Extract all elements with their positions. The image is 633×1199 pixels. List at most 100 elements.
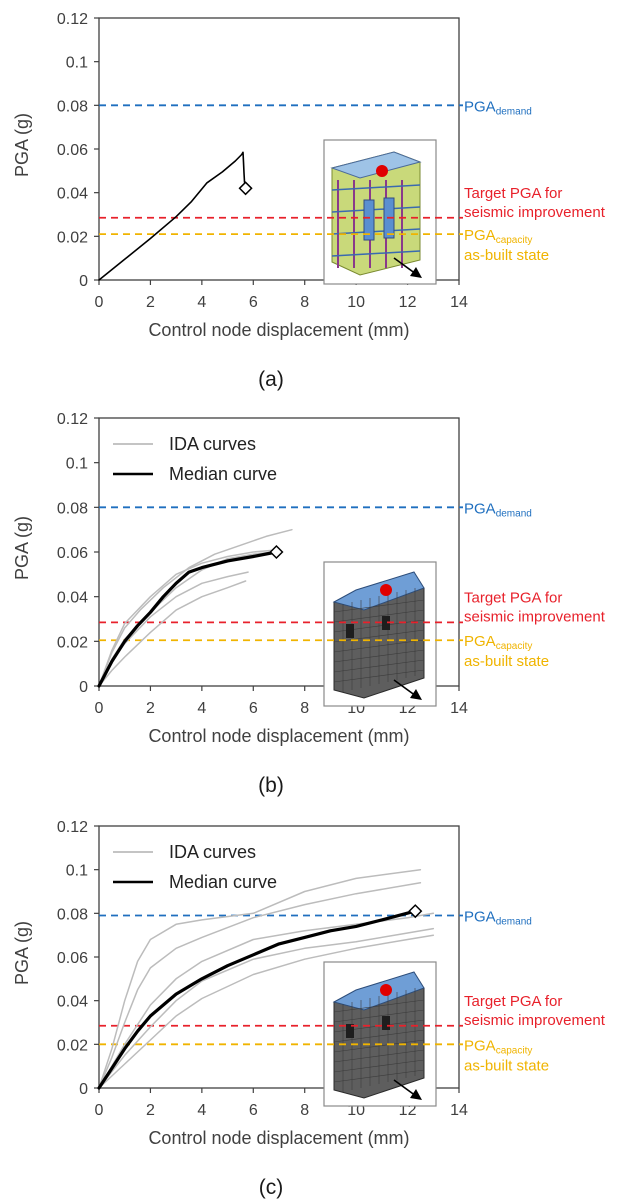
- ida-curve-4: [98, 934, 435, 1089]
- capacity-label-base: PGA: [464, 227, 496, 244]
- ida-curve-1: [98, 882, 422, 1089]
- y-tick-label: 0.02: [57, 1037, 88, 1054]
- chart-panel-3: 00.020.040.060.080.10.120 2 4 6 8 10 12 14Contr…: [12, 819, 606, 1199]
- y-tick-label: 0: [79, 679, 88, 696]
- capacity-label-sub: capacity: [496, 235, 533, 246]
- x-tick-label: 2: [146, 1102, 155, 1119]
- mesh-line: [333, 1069, 425, 1083]
- window: [382, 616, 390, 630]
- window: [346, 624, 354, 638]
- chart-panel-1: 0 0.02 0.04 0.06 0.08 0.1 0.12 0 2 4 6 8 10 12 14 Contr…: [12, 11, 606, 391]
- y-axis-label: PGA (g): [12, 921, 32, 985]
- window: [382, 1016, 390, 1030]
- y-tick-label: 0.04: [57, 186, 88, 203]
- y-tick-label: 0.12: [57, 11, 88, 28]
- mesh-line: [333, 999, 425, 1013]
- control-node-dot: [380, 984, 392, 996]
- mesh-line: [333, 629, 425, 643]
- demand-label: PGAdemand: [464, 500, 532, 519]
- x-tick-label: 2: [146, 294, 155, 311]
- x-tick-label: 2: [146, 700, 155, 717]
- capacity-label-base: PGA: [464, 633, 496, 650]
- y-tick-label: 0.08: [57, 906, 88, 923]
- ida-curve-0: [98, 528, 293, 687]
- mesh-line: [333, 1029, 425, 1043]
- frame-beam: [331, 250, 421, 257]
- inset-model-mesh-model: [323, 561, 437, 707]
- capacity-label: PGAcapacity: [464, 633, 532, 652]
- x-axis-label: Control node displacement (mm): [148, 320, 409, 340]
- panel-label: (b): [258, 774, 284, 797]
- building-roof: [330, 151, 422, 179]
- demand-label-base: PGA: [464, 909, 496, 926]
- x-axis-label: Control node displacement (mm): [148, 1128, 409, 1148]
- frame-beam: [331, 184, 421, 191]
- x-tick-label: 14: [450, 294, 468, 311]
- ida-curve-4: [98, 580, 247, 687]
- mesh-line: [333, 1039, 425, 1053]
- y-tick-label: 0.08: [57, 98, 88, 115]
- y-tick-label: 0: [79, 273, 88, 290]
- control-node-dot: [376, 165, 388, 177]
- capacity-label: PGAcapacity: [464, 1037, 532, 1056]
- legend-label-median: Median curve: [169, 464, 277, 484]
- ida-curve-3: [98, 927, 435, 1089]
- y-tick-label: 0.06: [57, 950, 88, 967]
- capacity-label-line2: as-built state: [464, 247, 549, 264]
- median-curve: [97, 909, 417, 1090]
- mesh-line: [333, 1009, 425, 1023]
- demand-label-base: PGA: [464, 500, 496, 517]
- x-tick-label: 14: [450, 700, 468, 717]
- capacity-label-base: PGA: [464, 1037, 496, 1054]
- arrow-head: [410, 1089, 422, 1100]
- target-label-line2: seismic improvement: [464, 1012, 606, 1029]
- capacity-label-sub: capacity: [496, 1045, 533, 1056]
- mesh-line: [333, 1059, 425, 1073]
- y-tick-label: 0.06: [57, 142, 88, 159]
- panel-label: (c): [259, 1176, 284, 1199]
- arrow-head: [410, 267, 422, 278]
- y-tick-label: 0.08: [57, 500, 88, 517]
- x-tick-label: 4: [197, 294, 206, 311]
- ida-curve-1: [98, 549, 280, 687]
- target-label-line2: seismic improvement: [464, 204, 606, 221]
- mesh-line: [333, 659, 425, 673]
- target-label-line1: Target PGA for: [464, 185, 562, 202]
- x-tick-label: 8: [300, 1102, 309, 1119]
- mesh-line: [333, 1049, 425, 1063]
- x-tick-label: 4: [197, 1102, 206, 1119]
- chart-panel-2: 00.020.040.060.080.10.120 2 4 6 8 10 12 14Contr…: [12, 411, 606, 797]
- frame-panel: [363, 199, 375, 241]
- y-tick-label: 0.12: [57, 411, 88, 428]
- y-axis-label: PGA (g): [12, 516, 32, 580]
- y-tick-label: 0: [79, 1081, 88, 1098]
- legend-label-ida: IDA curves: [169, 842, 256, 862]
- y-tick-label: 0.04: [57, 590, 88, 607]
- inset-model-mesh-model: [323, 961, 437, 1107]
- arrow-head: [410, 689, 422, 700]
- end-marker-diamond: [408, 904, 423, 919]
- y-tick-label: 0.1: [66, 863, 88, 880]
- x-tick-label: 0: [95, 700, 104, 717]
- x-tick-label: 10: [347, 294, 365, 311]
- demand-label-base: PGA: [464, 98, 496, 115]
- y-tick-label: 0.12: [57, 819, 88, 836]
- x-tick-label: 14: [450, 1102, 468, 1119]
- y-tick-label: 0.02: [57, 634, 88, 651]
- panel-label: (a): [258, 368, 284, 391]
- end-marker-diamond: [269, 544, 284, 560]
- direction-arrow: [393, 679, 417, 697]
- y-tick-label: 0.1: [66, 456, 88, 473]
- target-label-line1: Target PGA for: [464, 589, 562, 606]
- x-tick-label: 12: [399, 294, 417, 311]
- y-axis-label: PGA (g): [12, 113, 32, 177]
- legend-label-ida: IDA curves: [169, 434, 256, 454]
- target-label-line1: Target PGA for: [464, 993, 562, 1010]
- y-tick-label: 0.02: [57, 229, 88, 246]
- mesh-line: [333, 599, 425, 613]
- x-tick-label: 0: [95, 294, 104, 311]
- capacity-label-line2: as-built state: [464, 1057, 549, 1074]
- ida-curve-0: [98, 868, 422, 1089]
- x-tick-label: 6: [249, 1102, 258, 1119]
